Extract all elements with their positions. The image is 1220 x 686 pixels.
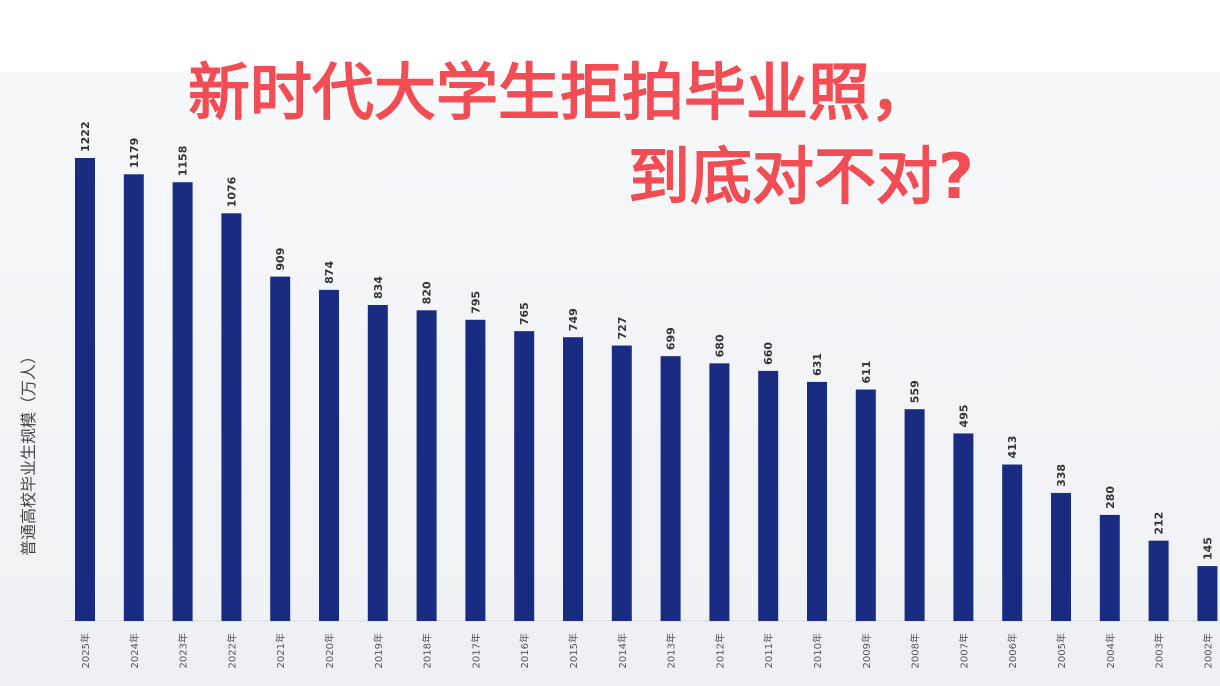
- bar-value-label: 280: [1104, 486, 1117, 509]
- bar-value-label: 909: [274, 248, 287, 271]
- x-tick-label: 2009年: [860, 633, 873, 668]
- x-tick-label: 2017年: [469, 633, 482, 668]
- x-tick-label: 2019年: [372, 633, 385, 668]
- bar-value-label: 749: [567, 308, 580, 331]
- bar-value-label: 559: [909, 380, 922, 403]
- bar: [416, 310, 437, 621]
- headline-line-2: 到底对不对?: [627, 139, 975, 214]
- y-axis-label: 普通高校毕业生规模（万人）: [19, 348, 38, 556]
- bar: [904, 409, 925, 621]
- x-tick-label: 2002年: [1201, 633, 1214, 668]
- bar-value-label: 727: [616, 317, 629, 340]
- x-tick-label: 2025年: [79, 633, 92, 668]
- x-tick-label: 2015年: [567, 633, 580, 668]
- bars-group: 1222 2025年 1179 2024年 1158 2023年 1076 2022年 909 2…: [75, 121, 1218, 668]
- x-tick-label: 2021年: [274, 633, 287, 668]
- bar-value-label: 145: [1201, 537, 1214, 560]
- bar: [221, 213, 242, 621]
- headline-line-1: 新时代大学生拒拍毕业照，: [187, 55, 933, 130]
- bar-value-label: 820: [421, 281, 434, 304]
- x-tick-label: 2023年: [177, 633, 190, 668]
- bar-value-label: 212: [1153, 512, 1166, 535]
- bar-value-label: 413: [1006, 436, 1019, 459]
- bar-chart: 普通高校毕业生规模（万人） 1222 2025年 1179 2024年 1158 2023…: [19, 121, 1220, 668]
- bar-value-label: 795: [469, 291, 482, 314]
- bar-value-label: 660: [762, 342, 775, 365]
- x-tick-label: 2006年: [1006, 633, 1019, 668]
- bar: [563, 337, 583, 621]
- x-tick-label: 2005年: [1055, 633, 1068, 668]
- x-tick-label: 2008年: [909, 633, 922, 668]
- bar: [953, 433, 974, 621]
- bar: [709, 363, 730, 621]
- x-tick-label: 2004年: [1104, 633, 1117, 668]
- bar: [1197, 566, 1218, 621]
- x-tick-label: 2018年: [421, 633, 434, 668]
- x-tick-label: 2022年: [225, 633, 238, 668]
- bar-value-label: 834: [372, 276, 385, 299]
- bar: [270, 276, 291, 621]
- bar: [514, 331, 535, 621]
- bar-value-label: 680: [713, 334, 726, 357]
- x-tick-label: 2012年: [713, 633, 726, 668]
- x-tick-label: 2011年: [762, 633, 775, 668]
- bar: [1148, 540, 1169, 621]
- bar: [807, 381, 827, 621]
- chart-panel: 普通高校毕业生规模（万人） 1222 2025年 1179 2024年 1158 2023…: [0, 72, 1220, 686]
- x-tick-label: 2024年: [128, 633, 141, 668]
- bar-value-label: 1179: [128, 138, 141, 169]
- bar-value-label: 1222: [79, 121, 92, 152]
- x-tick-label: 2013年: [665, 633, 678, 668]
- x-tick-label: 2014年: [616, 633, 629, 668]
- bar: [1099, 514, 1120, 621]
- bar-value-label: 699: [665, 327, 678, 350]
- bar: [611, 345, 632, 621]
- bar-value-label: 611: [860, 361, 873, 384]
- bar-value-label: 338: [1055, 464, 1068, 487]
- bar: [1002, 464, 1023, 621]
- bar-value-label: 765: [518, 302, 531, 325]
- bar-value-label: 631: [811, 353, 824, 376]
- bar: [660, 356, 681, 621]
- headline-overlay: 新时代大学生拒拍毕业照， 到底对不对?: [187, 54, 1220, 216]
- x-tick-label: 2007年: [957, 633, 970, 668]
- bar: [75, 158, 95, 621]
- x-tick-label: 2016年: [518, 633, 531, 668]
- bar-value-label: 1158: [177, 146, 190, 177]
- x-tick-label: 2010年: [811, 633, 824, 668]
- bar: [465, 319, 486, 621]
- bar: [855, 389, 876, 621]
- bar: [758, 370, 779, 621]
- bar: [319, 289, 339, 621]
- bar: [172, 182, 193, 621]
- x-tick-label: 2003年: [1153, 633, 1166, 668]
- bar-value-label: 874: [323, 261, 336, 284]
- bar: [123, 174, 144, 621]
- bar-value-label: 495: [957, 404, 970, 427]
- bar-value-label: 1076: [225, 176, 238, 207]
- bar: [367, 305, 388, 621]
- bar: [1051, 492, 1071, 621]
- x-tick-label: 2020年: [323, 633, 336, 668]
